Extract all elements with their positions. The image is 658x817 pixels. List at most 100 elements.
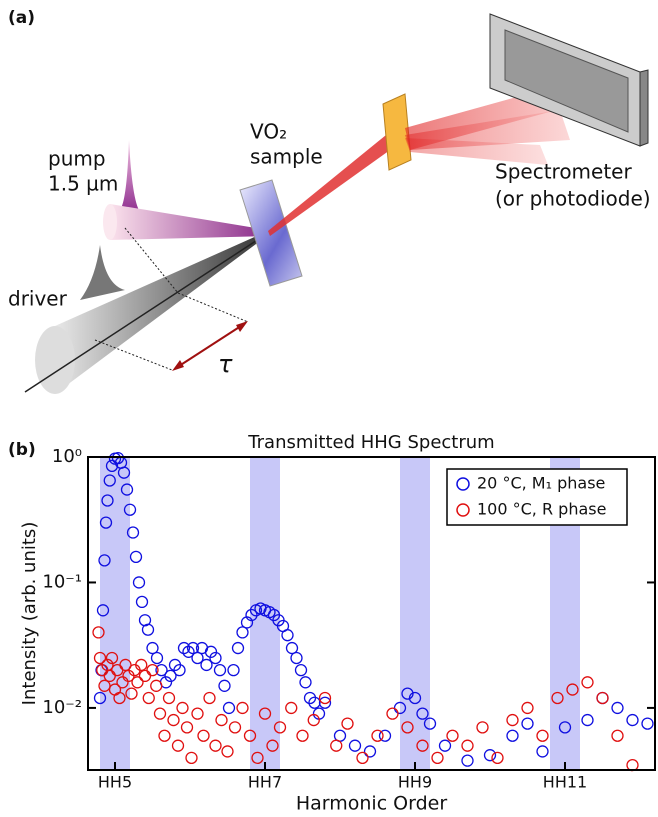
data-point bbox=[146, 664, 159, 677]
data-point bbox=[221, 745, 234, 758]
data-point bbox=[341, 717, 354, 730]
data-point bbox=[558, 721, 572, 734]
data-point bbox=[98, 554, 111, 567]
data-point bbox=[308, 696, 321, 709]
data-point bbox=[438, 739, 452, 752]
y-axis-label: Intensity (arb. units) bbox=[19, 522, 40, 706]
data-point bbox=[611, 701, 624, 715]
data-point bbox=[303, 691, 317, 705]
x-tick-label: HH5 bbox=[98, 773, 132, 792]
data-point bbox=[461, 754, 474, 767]
highlight-band bbox=[250, 457, 280, 770]
data-point bbox=[209, 651, 222, 665]
data-point bbox=[197, 729, 210, 742]
data-point bbox=[153, 707, 167, 720]
data-point bbox=[521, 701, 534, 715]
data-point bbox=[213, 664, 227, 677]
data-point bbox=[126, 526, 140, 539]
data-point bbox=[125, 687, 138, 700]
data-point bbox=[222, 701, 236, 715]
data-point bbox=[119, 658, 132, 672]
data-point bbox=[626, 758, 639, 772]
data-point bbox=[182, 645, 195, 658]
data-point bbox=[294, 664, 308, 677]
data-point bbox=[155, 664, 168, 677]
data-point bbox=[416, 707, 429, 720]
data-point bbox=[626, 713, 639, 727]
legend-marker bbox=[456, 503, 470, 517]
data-point bbox=[371, 729, 384, 742]
legend-marker bbox=[456, 477, 470, 491]
data-point bbox=[307, 713, 320, 727]
data-point bbox=[120, 483, 134, 496]
plot-frame bbox=[87, 456, 656, 771]
data-point bbox=[176, 701, 189, 715]
data-point bbox=[103, 474, 116, 487]
data-point bbox=[96, 604, 110, 617]
data-point bbox=[356, 751, 369, 764]
data-point bbox=[171, 739, 185, 752]
data-point bbox=[401, 687, 414, 700]
data-point bbox=[218, 679, 231, 692]
data-point bbox=[203, 691, 216, 705]
data-point bbox=[566, 683, 579, 696]
data-point bbox=[251, 751, 264, 764]
data-point bbox=[348, 739, 362, 752]
data-point bbox=[162, 691, 176, 705]
driver-pulse bbox=[80, 245, 125, 300]
data-point bbox=[93, 691, 107, 705]
data-point bbox=[113, 691, 126, 705]
data-point bbox=[180, 721, 194, 734]
harmonic-beam bbox=[405, 138, 548, 165]
harmonic-beam bbox=[405, 110, 570, 150]
data-point bbox=[105, 459, 119, 473]
data-point bbox=[416, 739, 429, 752]
data-point bbox=[191, 651, 204, 665]
x-axis-label: Harmonic Order bbox=[296, 793, 448, 815]
sample-label: sample bbox=[250, 145, 323, 169]
data-point bbox=[461, 739, 474, 752]
data-point bbox=[99, 516, 113, 529]
data-point bbox=[581, 713, 594, 727]
chart-title: Transmitted HHG Spectrum bbox=[247, 432, 494, 453]
legend-label: 20 °C, M₁ phase bbox=[477, 474, 605, 493]
data-point bbox=[164, 669, 177, 683]
data-point bbox=[93, 651, 107, 665]
pump-label: pump bbox=[48, 147, 106, 171]
x-tick-label: HH7 bbox=[248, 773, 282, 792]
data-point bbox=[185, 751, 198, 764]
data-point bbox=[150, 679, 163, 692]
y-tick-label: 10⁰ bbox=[52, 446, 82, 467]
data-point bbox=[117, 466, 131, 479]
data-point bbox=[330, 739, 343, 752]
data-point bbox=[273, 721, 287, 734]
data-point bbox=[299, 676, 312, 689]
highlight-band bbox=[100, 457, 130, 770]
panel-label: (a) bbox=[8, 8, 35, 28]
data-point bbox=[142, 691, 155, 705]
data-point bbox=[536, 729, 549, 742]
delay-arrow bbox=[175, 323, 245, 369]
data-point bbox=[105, 651, 119, 665]
data-point bbox=[536, 745, 549, 758]
data-point bbox=[521, 717, 534, 730]
spectrometer-face bbox=[504, 29, 629, 133]
data-point bbox=[101, 494, 114, 507]
panel-label: (b) bbox=[8, 440, 36, 460]
chart: Transmitted HHG Spectrum Harmonic Order In… bbox=[19, 432, 656, 815]
data-point bbox=[363, 745, 377, 758]
data-point bbox=[129, 550, 143, 563]
data-point bbox=[227, 664, 240, 677]
pump-end bbox=[103, 204, 117, 240]
data-point bbox=[146, 641, 159, 655]
data-point bbox=[431, 751, 444, 764]
data-point bbox=[318, 691, 332, 705]
legend bbox=[446, 468, 628, 526]
y-tick-label: 10⁻² bbox=[42, 697, 82, 718]
data-point bbox=[138, 669, 152, 683]
output-beam bbox=[268, 135, 390, 236]
beam-axis bbox=[24, 232, 269, 393]
data-point bbox=[243, 729, 257, 742]
data-point bbox=[596, 691, 609, 705]
data-point bbox=[236, 626, 249, 639]
